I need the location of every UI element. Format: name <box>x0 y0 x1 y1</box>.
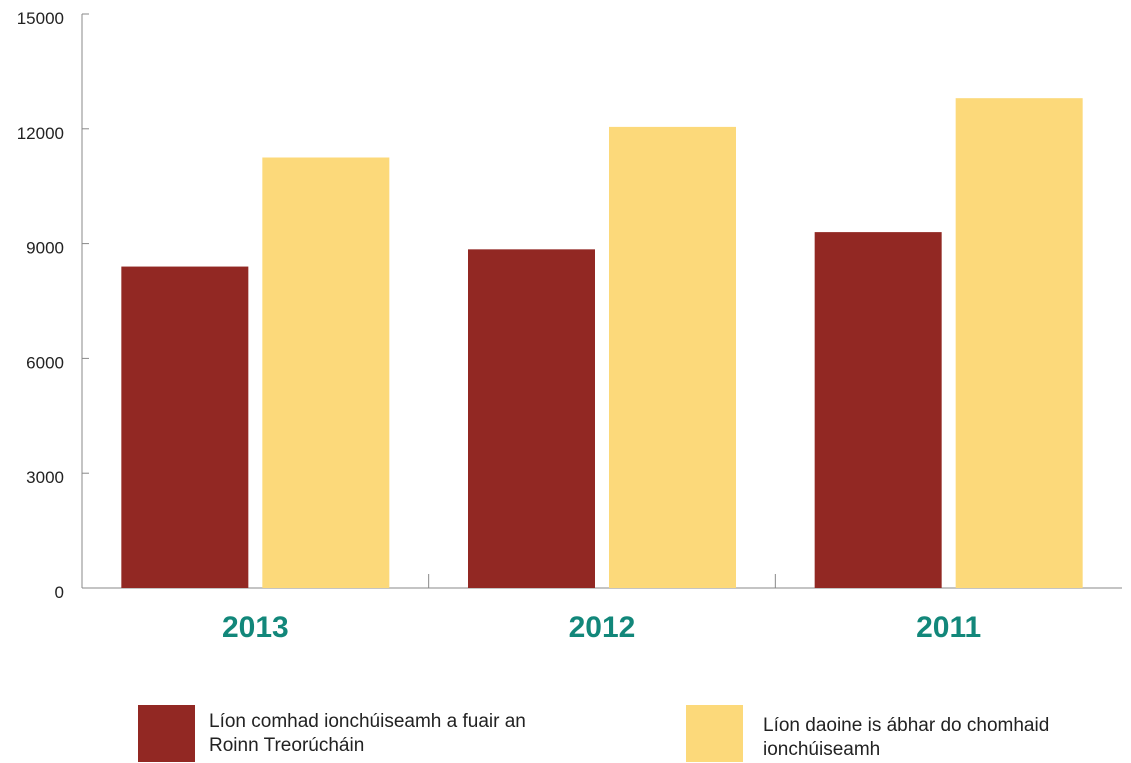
x-category-label: 2012 <box>569 611 636 644</box>
legend-swatch-persons <box>686 705 743 762</box>
legend-swatch-case-files <box>138 705 195 762</box>
y-tick-label: 3000 <box>26 468 64 487</box>
legend-item-case-files: Líon comhad ionchúiseamh a fuair an Roin… <box>138 705 526 762</box>
y-tick-label: 12000 <box>17 124 64 143</box>
bar-2-2012 <box>609 126 736 589</box>
y-tick-label: 0 <box>55 583 64 602</box>
bar-2-2011 <box>955 98 1083 588</box>
bar-1-2011 <box>814 232 942 588</box>
x-category-label: 2013 <box>222 611 289 644</box>
bar-chart: 0 3000 6000 9000 12000 15000 2013 2012 2011 <box>17 9 1122 644</box>
legend-item-persons: Líon daoine is ábhar do chomhaid ionchúi… <box>686 705 1049 762</box>
bar-1-2013 <box>121 266 249 588</box>
y-tick-label: 15000 <box>17 9 64 28</box>
legend-label-case-files: Líon comhad ionchúiseamh a fuair an Roin… <box>209 710 526 756</box>
legend-label-persons: Líon daoine is ábhar do chomhaid ionchúi… <box>763 714 1050 760</box>
y-tick-label: 6000 <box>26 353 64 372</box>
bar-1-2012 <box>468 249 595 588</box>
bar-2-2013 <box>262 157 390 588</box>
x-category-label: 2011 <box>916 611 981 644</box>
y-tick-label: 9000 <box>26 239 64 258</box>
